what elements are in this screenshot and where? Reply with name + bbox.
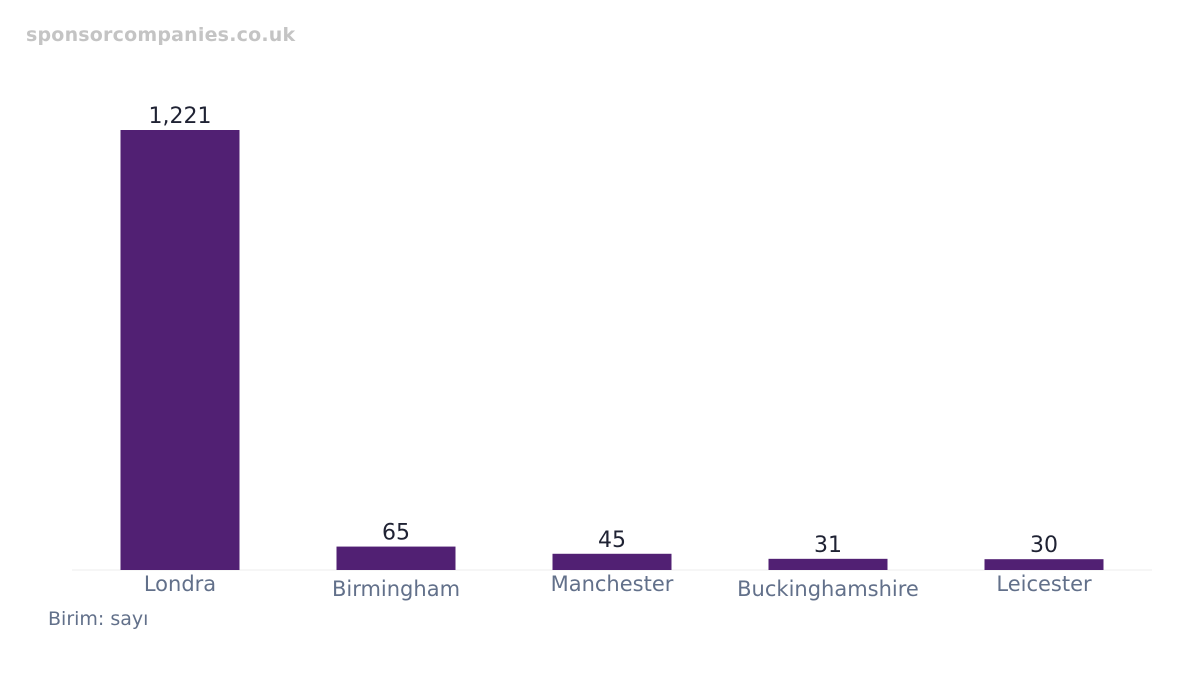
bar-londra <box>120 130 240 570</box>
bar-manchester <box>552 553 672 570</box>
watermark: sponsorcompanies.co.uk <box>26 24 296 46</box>
bar-leicester <box>984 559 1104 570</box>
category-label-buckinghamshire: Buckinghamshire <box>737 577 919 601</box>
value-label-londra: 1,221 <box>149 104 212 129</box>
category-label-birmingham: Birmingham <box>332 577 460 601</box>
bar-birmingham <box>336 546 456 570</box>
category-label-londra: Londra <box>144 572 216 596</box>
unit-note: Birim: sayı <box>48 608 149 630</box>
bar-buckinghamshire <box>768 558 888 570</box>
category-label-manchester: Manchester <box>551 572 674 596</box>
category-label-leicester: Leicester <box>996 572 1092 596</box>
value-label-birmingham: 65 <box>382 521 410 546</box>
value-label-leicester: 30 <box>1030 533 1058 558</box>
value-label-buckinghamshire: 31 <box>814 533 842 558</box>
value-label-manchester: 45 <box>598 528 626 553</box>
